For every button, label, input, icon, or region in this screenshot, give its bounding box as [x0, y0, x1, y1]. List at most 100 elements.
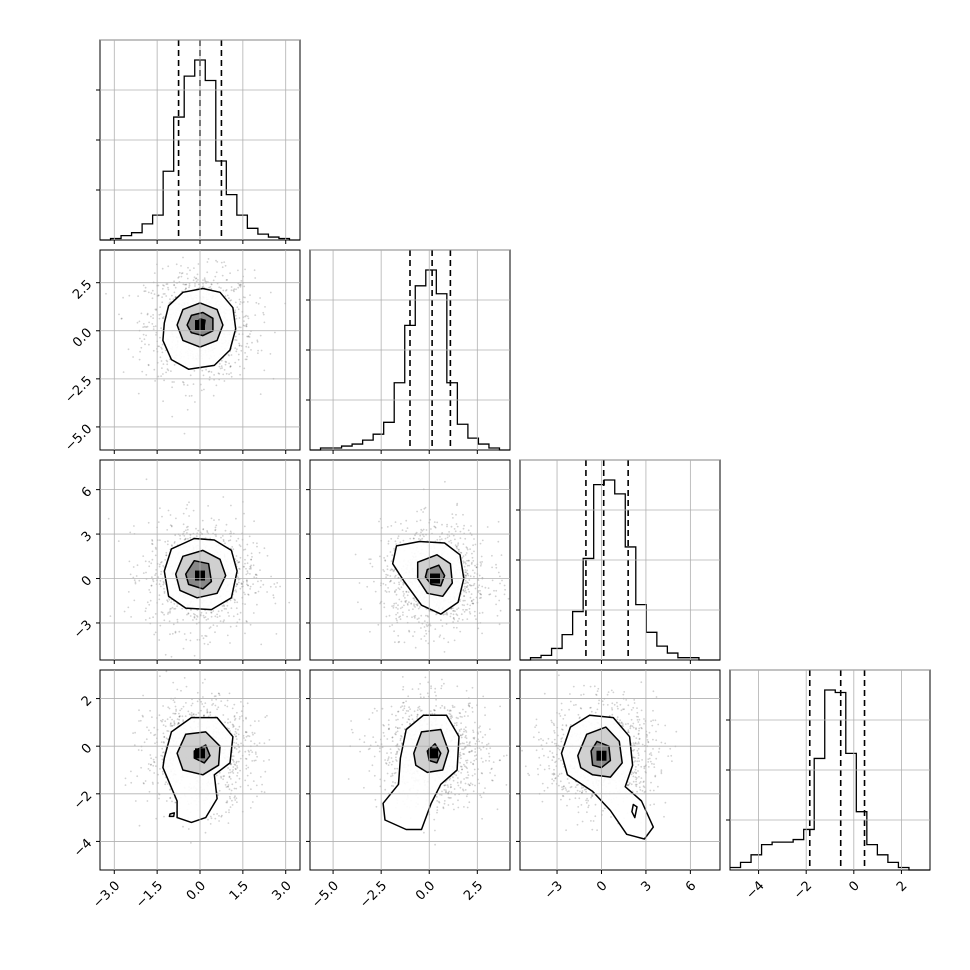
scatter-point: [230, 286, 233, 288]
scatter-point: [229, 771, 232, 774]
scatter-point: [196, 638, 199, 641]
scatter-point: [473, 538, 475, 540]
scatter-point: [250, 740, 252, 742]
scatter-point: [170, 525, 173, 528]
scatter-point: [475, 618, 477, 621]
scatter-point: [454, 610, 456, 613]
scatter-point: [235, 339, 238, 341]
scatter-point: [463, 524, 465, 527]
scatter-point: [151, 543, 154, 546]
scatter-point: [225, 361, 228, 363]
scatter-point: [136, 564, 139, 567]
scatter-point: [247, 346, 250, 349]
scatter-point: [413, 616, 416, 619]
scatter-point: [245, 579, 248, 582]
scatter-point: [264, 716, 267, 719]
pair-panel-2-3: [309, 459, 511, 661]
scatter-point: [193, 370, 196, 372]
scatter-point: [465, 776, 468, 779]
scatter-point: [257, 580, 259, 583]
scatter-point: [446, 612, 448, 615]
scatter-point: [439, 535, 441, 538]
scatter-point: [216, 625, 219, 627]
scatter-point: [257, 352, 259, 355]
scatter-point: [471, 552, 473, 555]
scatter-point: [387, 587, 389, 589]
scatter-point: [174, 296, 177, 298]
scatter-point: [223, 380, 226, 382]
scatter-point: [172, 298, 175, 301]
scatter-point: [158, 594, 161, 597]
scatter-point: [217, 706, 220, 709]
scatter-point: [182, 283, 185, 286]
scatter-point: [164, 725, 167, 728]
scatter-point: [494, 595, 497, 598]
scatter-point: [215, 524, 218, 527]
scatter-point: [235, 760, 238, 763]
scatter-point: [197, 263, 200, 265]
scatter-point: [423, 620, 426, 622]
scatter-point: [430, 685, 432, 688]
scatter-point: [422, 528, 425, 531]
scatter-point: [465, 575, 467, 577]
scatter-point: [149, 754, 152, 756]
scatter-point: [222, 775, 225, 778]
scatter-point: [203, 642, 206, 645]
scatter-point: [180, 272, 183, 275]
scatter-point: [233, 747, 236, 749]
scatter-point: [243, 737, 245, 739]
scatter-point: [178, 715, 181, 718]
scatter-point: [465, 741, 468, 744]
scatter-point: [487, 587, 490, 589]
scatter-point: [237, 269, 239, 272]
scatter-point: [140, 346, 143, 349]
scatter-point: [460, 736, 463, 739]
scatter-point: [180, 265, 182, 267]
scatter-point: [214, 615, 217, 618]
scatter-point: [474, 543, 477, 546]
scatter-point: [460, 728, 463, 731]
scatter-point: [455, 613, 458, 616]
scatter-point: [251, 801, 254, 803]
scatter-point: [207, 258, 210, 260]
scatter-point: [212, 279, 215, 282]
scatter-point: [208, 286, 211, 289]
scatter-point: [163, 619, 166, 622]
scatter-point: [464, 561, 466, 563]
scatter-point: [215, 698, 218, 701]
scatter-point: [412, 597, 415, 600]
scatter-point: [438, 636, 441, 638]
scatter-point: [173, 542, 176, 544]
scatter-point: [388, 625, 391, 628]
scatter-point: [213, 519, 215, 521]
scatter-point: [169, 723, 172, 726]
scatter-point: [176, 618, 179, 621]
scatter-point: [467, 559, 470, 562]
scatter-point: [247, 335, 250, 338]
scatter-point: [456, 614, 459, 617]
scatter-point: [186, 613, 188, 616]
scatter-point: [451, 716, 453, 718]
scatter-point: [435, 613, 437, 616]
scatter-point: [202, 374, 205, 377]
scatter-point: [189, 536, 192, 539]
scatter-point: [482, 695, 485, 698]
scatter-point: [226, 279, 229, 281]
scatter-point: [220, 815, 223, 818]
scatter-point: [212, 624, 215, 626]
scatter-point: [386, 565, 389, 567]
scatter-point: [263, 547, 266, 550]
scatter-point: [394, 591, 396, 594]
scatter-point: [147, 521, 150, 524]
scatter-point: [144, 286, 147, 289]
scatter-point: [196, 691, 199, 694]
scatter-point: [244, 779, 247, 782]
scatter-point: [159, 356, 162, 359]
scatter-point: [145, 334, 148, 337]
scatter-point: [151, 289, 154, 292]
contour-line: [391, 540, 465, 615]
scatter-point: [177, 722, 180, 724]
scatter-point: [153, 633, 156, 636]
scatter-point: [413, 537, 415, 540]
scatter-point: [209, 286, 212, 288]
